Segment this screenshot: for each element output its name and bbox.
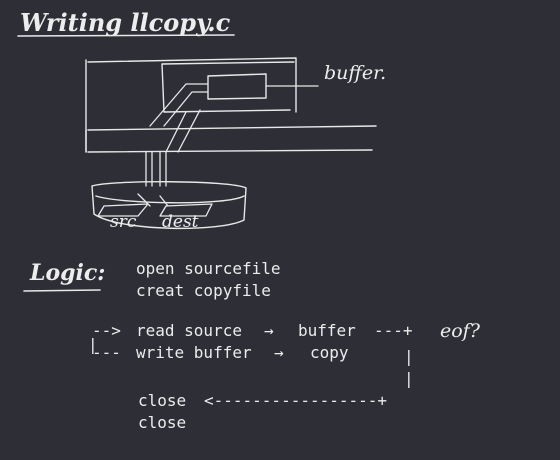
dest-label: dest <box>162 212 199 232</box>
loop-branch-top: ---+ <box>374 321 413 340</box>
src-label: src <box>110 212 137 232</box>
read-channel <box>149 83 209 127</box>
write-channel <box>165 109 201 153</box>
close-source: close <box>138 391 187 410</box>
logic-heading: Logic: <box>30 260 106 286</box>
loop-arrow-in: --> <box>92 321 121 340</box>
src-file <box>97 193 151 217</box>
title-underline <box>17 34 235 37</box>
dest-file <box>159 195 213 217</box>
loop-return: --- <box>92 343 121 362</box>
disk <box>91 181 247 230</box>
eof-label: eof? <box>440 320 480 342</box>
step-open-source: open sourcefile <box>136 259 281 278</box>
page-title: Writing llcopy.c <box>20 8 231 37</box>
step-read-source: read source <box>136 321 242 340</box>
write-target: copy <box>310 343 349 362</box>
read-target: buffer <box>298 321 356 340</box>
loop-bracket: | <box>88 335 98 354</box>
eof-exit-arrow: <-----------------+ <box>204 391 388 410</box>
loop-branch-pipe: | <box>404 347 414 366</box>
buffer-rect <box>207 73 267 100</box>
buffer-box <box>161 61 295 113</box>
stem <box>145 151 167 187</box>
kernel-band <box>85 125 377 153</box>
step-write-buffer: write buffer <box>136 343 252 362</box>
kernel-box <box>85 57 297 153</box>
step-creat-copy: creat copyfile <box>136 281 271 300</box>
logic-underline <box>23 289 101 292</box>
arrow-right-icon: → <box>264 321 274 340</box>
arrow-right-icon: → <box>274 343 284 362</box>
loop-branch-pipe: | <box>404 369 414 388</box>
buffer-label: buffer. <box>324 62 387 84</box>
close-copy: close <box>138 413 187 432</box>
